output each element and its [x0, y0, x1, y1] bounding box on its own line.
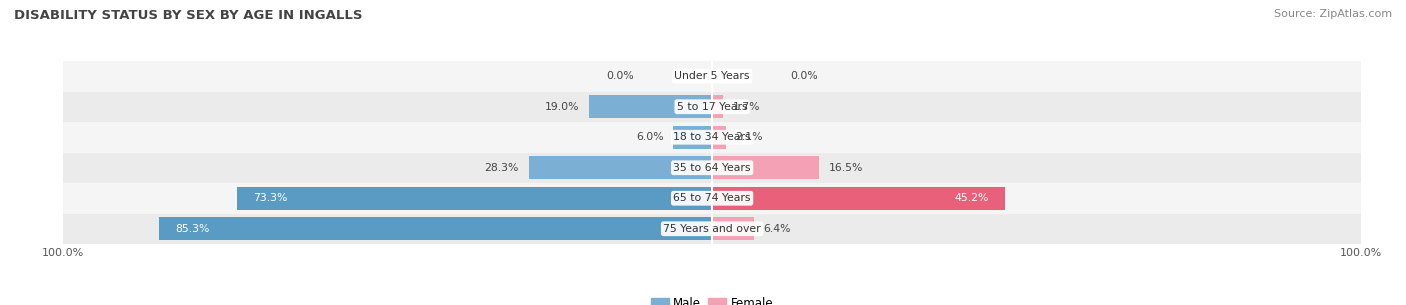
Text: 45.2%: 45.2%: [955, 193, 990, 203]
Text: 85.3%: 85.3%: [174, 224, 209, 234]
Text: Under 5 Years: Under 5 Years: [675, 71, 749, 81]
Text: 73.3%: 73.3%: [253, 193, 287, 203]
Bar: [63, 183, 1361, 214]
Bar: [713, 126, 725, 149]
Text: DISABILITY STATUS BY SEX BY AGE IN INGALLS: DISABILITY STATUS BY SEX BY AGE IN INGAL…: [14, 9, 363, 22]
Text: 19.0%: 19.0%: [544, 102, 579, 112]
Bar: [673, 126, 713, 149]
Text: 5 to 17 Years: 5 to 17 Years: [676, 102, 748, 112]
Text: 35 to 64 Years: 35 to 64 Years: [673, 163, 751, 173]
Bar: [63, 92, 1361, 122]
Bar: [236, 187, 713, 210]
Bar: [529, 156, 713, 179]
Text: 0.0%: 0.0%: [606, 71, 634, 81]
Text: 2.1%: 2.1%: [735, 132, 763, 142]
Text: 0.0%: 0.0%: [790, 71, 818, 81]
Text: 65 to 74 Years: 65 to 74 Years: [673, 193, 751, 203]
Bar: [159, 217, 713, 240]
Text: 1.7%: 1.7%: [733, 102, 761, 112]
Text: 75 Years and over: 75 Years and over: [664, 224, 761, 234]
Text: 6.0%: 6.0%: [636, 132, 664, 142]
Bar: [589, 95, 713, 118]
Bar: [713, 156, 820, 179]
Bar: [63, 122, 1361, 152]
Bar: [63, 214, 1361, 244]
Bar: [713, 187, 1005, 210]
Text: 28.3%: 28.3%: [485, 163, 519, 173]
Text: Source: ZipAtlas.com: Source: ZipAtlas.com: [1274, 9, 1392, 19]
Bar: [713, 217, 754, 240]
Text: 18 to 34 Years: 18 to 34 Years: [673, 132, 751, 142]
Bar: [63, 152, 1361, 183]
Text: 6.4%: 6.4%: [763, 224, 792, 234]
Bar: [63, 61, 1361, 92]
Bar: [713, 95, 723, 118]
Legend: Male, Female: Male, Female: [647, 292, 778, 305]
Text: 16.5%: 16.5%: [830, 163, 863, 173]
